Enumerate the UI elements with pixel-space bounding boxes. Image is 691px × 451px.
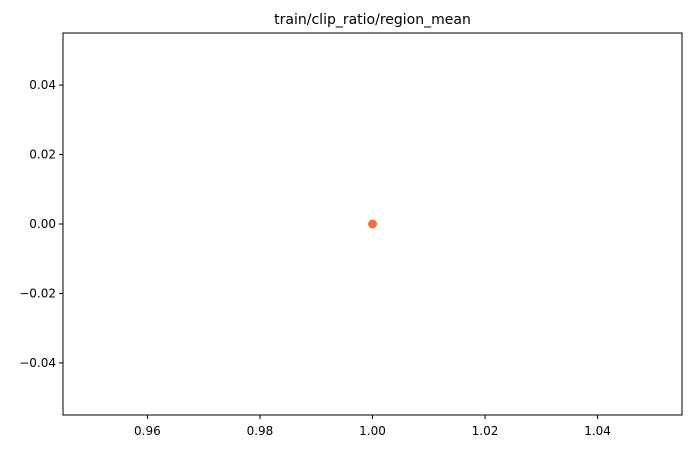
plot-frame (62, 32, 683, 416)
y-tick-label: 0.00 (29, 217, 56, 231)
y-tick-label: 0.04 (29, 78, 56, 92)
x-tick-label: 1.02 (472, 424, 499, 438)
x-tick-label: 1.00 (359, 424, 386, 438)
data-point (368, 219, 377, 229)
x-tick-label: 0.98 (247, 424, 274, 438)
chart-title: train/clip_ratio/region_mean (274, 12, 471, 28)
plot-area: 0.96 0.98 1.00 1.02 1.04 −0.04 −0.02 0.00 0.02 0.… (19, 78, 611, 438)
y-tick-label: 0.02 (29, 148, 56, 162)
y-tick-label: −0.02 (19, 286, 56, 300)
y-tick-label: −0.04 (19, 356, 56, 370)
x-tick-label: 1.04 (584, 424, 611, 438)
x-tick-label: 0.96 (134, 424, 161, 438)
